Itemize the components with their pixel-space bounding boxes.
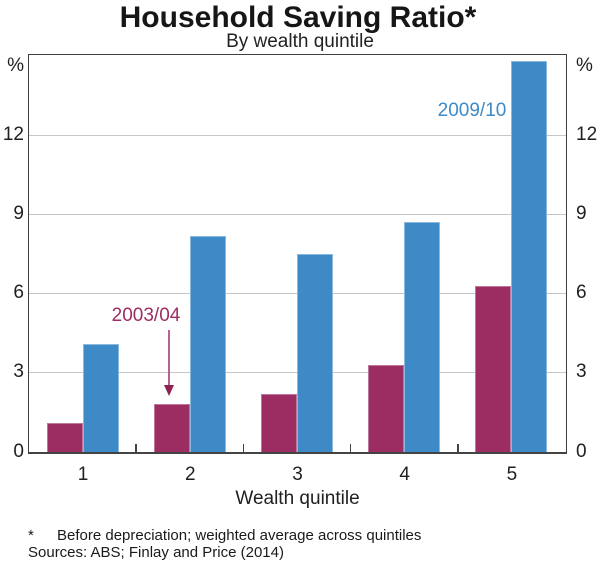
bar-q2-2009-10 bbox=[189, 235, 226, 452]
x-axis-tick bbox=[135, 444, 137, 452]
annotation-arrowhead-icon bbox=[163, 385, 174, 396]
footnote-text: Before depreciation; weighted average ac… bbox=[57, 527, 422, 544]
y-label-right-6: 6 bbox=[576, 282, 587, 304]
gridline-9 bbox=[29, 213, 566, 215]
bar-q1-2003-04 bbox=[46, 422, 83, 452]
y-label-left-9: 9 bbox=[13, 202, 24, 224]
sources-line: Sources: ABS; Finlay and Price (2014) bbox=[28, 544, 284, 561]
y-label-right-9: 9 bbox=[576, 202, 587, 224]
bar-q5-2009-10 bbox=[511, 61, 548, 452]
x-label-quintile-4: 4 bbox=[399, 464, 410, 485]
y-label-left-pct: % bbox=[7, 55, 24, 76]
x-label-quintile-3: 3 bbox=[292, 464, 303, 485]
bar-q1-2009-10 bbox=[82, 343, 119, 452]
y-label-left-3: 3 bbox=[13, 361, 24, 383]
y-label-left-6: 6 bbox=[13, 282, 24, 304]
y-label-right-0: 0 bbox=[576, 440, 587, 462]
bar-q4-2009-10 bbox=[404, 222, 441, 452]
y-label-right-12: 12 bbox=[576, 123, 598, 145]
bar-q5-2003-04 bbox=[475, 285, 512, 452]
x-axis-tick bbox=[349, 444, 352, 452]
chart-title: Household Saving Ratio* bbox=[119, 1, 477, 34]
chart-subtitle: By wealth quintile bbox=[226, 31, 374, 52]
y-label-left-12: 12 bbox=[2, 123, 24, 145]
bar-q3-2003-04 bbox=[261, 393, 297, 452]
x-label-quintile-5: 5 bbox=[506, 464, 518, 485]
bar-q4-2003-04 bbox=[368, 364, 405, 452]
plot-area bbox=[28, 54, 567, 454]
x-label-quintile-2: 2 bbox=[185, 464, 196, 485]
x-axis-tick bbox=[457, 444, 459, 452]
footnote-marker: * bbox=[28, 527, 34, 544]
series-label-2003-04: 2003/04 bbox=[111, 305, 181, 326]
x-axis-title: Wealth quintile bbox=[235, 488, 360, 509]
y-label-right-pct: % bbox=[576, 55, 593, 76]
y-label-right-3: 3 bbox=[576, 361, 587, 383]
annotation-arrow-line bbox=[167, 330, 170, 385]
x-axis-tick bbox=[242, 444, 245, 452]
series-label-2009-10: 2009/10 bbox=[437, 100, 507, 121]
footnote: * Before depreciation; weighted average a… bbox=[28, 527, 588, 544]
gridline-12 bbox=[29, 134, 566, 136]
x-label-quintile-1: 1 bbox=[77, 464, 89, 485]
bar-q2-2003-04 bbox=[153, 404, 190, 452]
bar-q3-2009-10 bbox=[297, 254, 333, 452]
y-label-left-0: 0 bbox=[13, 440, 24, 462]
